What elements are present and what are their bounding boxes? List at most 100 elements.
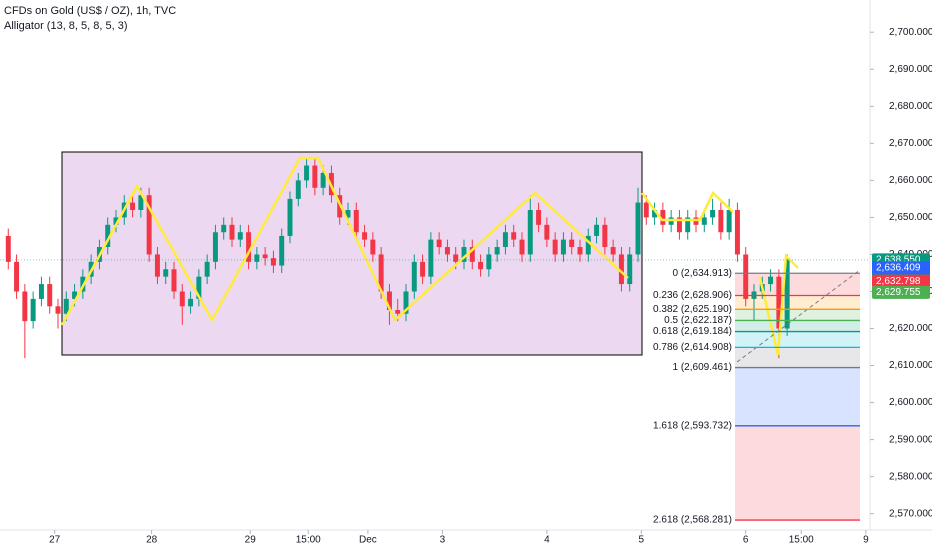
zigzag-2: [640, 190, 734, 222]
fib-label: 0.786 (2,614.908): [653, 342, 732, 353]
candle-body: [594, 224, 600, 236]
candle-body: [494, 247, 500, 255]
candle-body: [618, 254, 624, 285]
candle-body: [486, 254, 492, 270]
range-box: [61, 151, 643, 356]
y-tick-label: 2,620.000: [889, 323, 932, 334]
candle-body: [602, 224, 608, 248]
candle-body: [304, 165, 310, 181]
price-tag: [872, 274, 930, 288]
x-tick-label: 6: [743, 535, 749, 546]
x-tick-label: 27: [49, 535, 61, 546]
candle-body: [130, 202, 136, 210]
y-tick-label: 2,570.000: [889, 508, 932, 519]
candle-body: [718, 210, 724, 233]
candle-body: [420, 261, 426, 277]
x-tick-label: 28: [146, 535, 158, 546]
candle-body: [519, 239, 525, 255]
candle-body: [295, 180, 301, 199]
price-tag-label: 2,636.409: [876, 262, 921, 273]
fib-band: [735, 347, 860, 368]
candle-body: [163, 269, 169, 277]
fib-trend-line: [736, 269, 861, 363]
candle-body: [14, 261, 20, 292]
x-tick-label: 5: [639, 535, 645, 546]
zigzag: [60, 156, 629, 326]
candle-body: [710, 210, 716, 218]
candle-body: [536, 210, 542, 225]
y-tick-label: 2,590.000: [889, 434, 932, 445]
candle-body: [635, 202, 641, 255]
candle-body: [577, 247, 583, 255]
candle-body: [784, 259, 790, 329]
candle-body: [378, 254, 384, 292]
candle-body: [47, 284, 53, 307]
y-tick-label: 2,610.000: [889, 360, 932, 371]
candle-body: [436, 239, 442, 248]
candle-body: [444, 247, 450, 255]
y-tick-label: 2,580.000: [889, 471, 932, 482]
candle-body: [22, 291, 28, 322]
candle-body: [511, 232, 517, 240]
candle-body: [113, 217, 119, 225]
y-tick-label: 2,660.000: [889, 175, 932, 186]
fib-band: [735, 320, 860, 332]
candle-body: [685, 217, 691, 233]
fib-band: [735, 309, 860, 321]
indicator-title: Alligator (13, 8, 5, 8, 5, 3): [4, 20, 128, 32]
candle-body: [237, 232, 243, 240]
candle-body: [585, 235, 591, 255]
zigzag-3: [758, 253, 799, 356]
candle-body: [63, 298, 69, 314]
candle-body: [362, 232, 368, 240]
candle-body: [262, 254, 268, 259]
x-tick-label: 9: [863, 535, 869, 546]
y-tick-label: 2,650.000: [889, 212, 932, 223]
candle-body: [643, 202, 649, 218]
fib-band: [735, 425, 860, 521]
candle-body: [287, 198, 293, 236]
fib-label: 0.236 (2,628.906): [653, 290, 732, 301]
fib-band: [735, 273, 860, 296]
fib-band: [735, 331, 860, 348]
price-tag-label: 2,632.798: [876, 276, 921, 287]
y-tick-label: 2,700.000: [889, 27, 932, 38]
candle-body: [30, 298, 36, 322]
candle-body: [734, 210, 740, 255]
price-tag: [872, 261, 930, 275]
fib-label: 0 (2,634.913): [673, 268, 733, 279]
candle-body: [370, 239, 376, 255]
price-tag: [872, 285, 930, 299]
candle-body: [527, 210, 533, 255]
x-tick-label: 4: [544, 535, 550, 546]
candle-body: [312, 165, 318, 188]
candle-body: [221, 224, 227, 233]
candle-body: [254, 254, 260, 262]
candle-body: [627, 254, 633, 285]
fib-label: 1.618 (2,593.732): [653, 420, 732, 431]
fib-label: 0.5 (2,622.187): [664, 315, 732, 326]
y-tick-label: 2,600.000: [889, 397, 932, 408]
candle-body: [212, 232, 218, 262]
fib-label: 1 (2,609.461): [673, 362, 733, 373]
candle-body: [229, 224, 235, 240]
candle-body: [660, 210, 666, 225]
candle-body: [453, 254, 459, 262]
chart-title: CFDs on Gold (US$ / OZ), 1h, TVC: [4, 5, 176, 17]
candle-body: [395, 310, 401, 314]
candle-body: [320, 172, 326, 188]
candle-body: [179, 291, 185, 307]
candle-body: [544, 224, 550, 240]
candle-body: [5, 235, 11, 262]
candle-body: [246, 232, 252, 262]
candle-body: [411, 261, 417, 292]
y-tick-label: 2,670.000: [889, 138, 932, 149]
candle-body: [743, 254, 749, 299]
candle-body: [768, 276, 774, 285]
candle-body: [204, 261, 210, 277]
fib-label: 2.618 (2,568.281): [653, 515, 732, 526]
y-tick-label: 2,680.000: [889, 101, 932, 112]
candle-body: [72, 291, 78, 299]
candle-body: [428, 239, 434, 277]
